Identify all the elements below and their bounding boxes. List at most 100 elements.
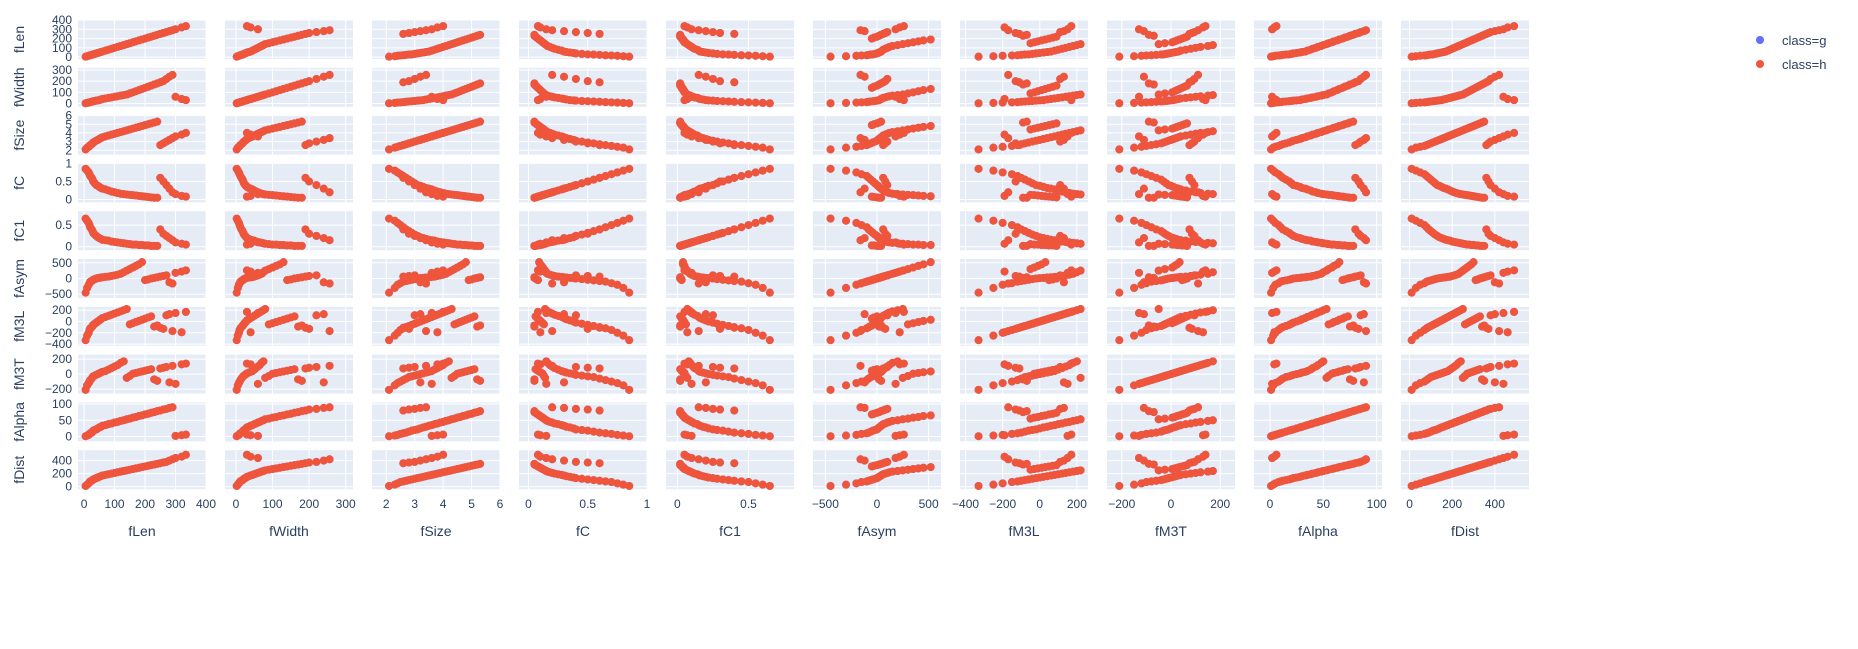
point-class-h [534, 241, 542, 249]
point-class-h [744, 279, 752, 287]
subplot-fLen-vs-fM3T [1107, 20, 1235, 61]
point-class-h [766, 53, 774, 61]
point-class-h [596, 78, 604, 86]
point-class-h [919, 123, 927, 131]
point-class-h [919, 192, 927, 200]
y-axis-title-fC1: fC1 [11, 220, 27, 242]
point-class-h [560, 278, 568, 286]
point-class-h [827, 99, 835, 107]
point-class-h [1067, 96, 1075, 104]
point-class-h [1183, 119, 1191, 127]
point-class-h [737, 172, 745, 180]
point-class-h [326, 280, 334, 288]
point-class-h [680, 193, 688, 201]
point-class-h [702, 27, 710, 35]
point-class-h [254, 93, 262, 101]
point-class-h [439, 266, 447, 274]
point-class-h [1145, 118, 1153, 126]
point-class-h [766, 99, 774, 107]
point-class-h [243, 96, 251, 104]
point-class-h [975, 145, 983, 153]
subplot-fSize-vs-fM3T [1107, 116, 1235, 155]
point-class-h [1067, 241, 1075, 249]
point-class-h [927, 241, 935, 249]
point-class-h [326, 236, 334, 244]
point-class-h [827, 289, 835, 297]
subplot-fC-vs-fC [519, 163, 647, 202]
point-class-h [153, 194, 161, 202]
subplot-fC1-vs-fAsym [813, 211, 941, 250]
point-class-h [1115, 53, 1123, 61]
subplot-fAsym-vs-fC [519, 258, 647, 298]
point-class-h [596, 174, 604, 182]
point-class-h [975, 53, 983, 61]
subplot-fC1-vs-fC [519, 211, 647, 250]
point-class-h [548, 71, 556, 79]
point-class-h [312, 232, 320, 240]
subplot-fWidth-vs-fLen [78, 68, 206, 107]
point-class-h [535, 258, 543, 266]
point-class-h [695, 26, 703, 34]
point-class-h [856, 188, 864, 196]
point-class-h [883, 28, 891, 36]
point-class-h [530, 31, 538, 39]
point-class-h [1023, 118, 1031, 126]
point-class-h [1194, 71, 1202, 79]
point-class-h [1077, 240, 1085, 248]
point-class-h [1130, 217, 1138, 225]
point-class-h [254, 190, 262, 198]
point-class-h [1349, 242, 1357, 250]
point-class-h [243, 193, 251, 201]
point-class-h [182, 22, 190, 30]
point-class-h [1349, 194, 1357, 202]
point-class-h [927, 36, 935, 44]
point-class-h [730, 141, 738, 149]
point-class-h [752, 143, 760, 151]
point-class-h [1077, 91, 1085, 99]
point-class-h [900, 129, 908, 137]
point-class-h [1023, 242, 1031, 250]
point-class-h [1012, 77, 1020, 85]
point-class-h [584, 29, 592, 37]
point-class-h [530, 79, 538, 87]
point-class-h [900, 241, 908, 249]
point-class-h [534, 96, 542, 104]
point-class-h [1067, 129, 1075, 137]
point-class-h [702, 278, 710, 286]
point-class-h [1077, 126, 1085, 134]
point-class-h [680, 241, 688, 249]
point-class-h [1510, 241, 1518, 249]
subplot-fC-vs-fAsym [813, 163, 941, 202]
point-class-h [737, 278, 745, 286]
point-class-h [695, 236, 703, 244]
y-tick-label: 300 [52, 63, 72, 77]
point-class-h [827, 53, 835, 61]
subplot-fC-vs-fSize [372, 163, 500, 202]
subplot-fC-vs-fM3L [960, 163, 1088, 202]
point-class-h [759, 217, 767, 225]
point-class-h [1209, 190, 1217, 198]
subplot-fC1-vs-fWidth [225, 211, 353, 250]
point-class-h [572, 28, 580, 36]
point-class-h [1349, 118, 1357, 126]
point-class-h [326, 134, 334, 142]
subplot-fLen-vs-fC [519, 20, 647, 61]
y-axis-title-fSize: fSize [11, 119, 27, 150]
subplot-fAsym-vs-fLen [78, 258, 206, 298]
point-class-h [695, 188, 703, 196]
point-class-h [1201, 22, 1209, 30]
subplot-fC1-vs-fAlpha [1254, 211, 1382, 250]
point-class-h [572, 271, 580, 279]
point-class-h [584, 139, 592, 147]
point-class-h [1060, 73, 1068, 81]
subplot-fSize-vs-fM3L [960, 116, 1088, 155]
y-tick-label: 6 [65, 109, 72, 123]
point-class-h [168, 280, 176, 288]
point-class-h [1510, 129, 1518, 137]
point-class-h [900, 96, 908, 104]
point-class-h [1067, 193, 1075, 201]
point-class-h [596, 225, 604, 233]
point-class-h [548, 280, 556, 288]
point-class-h [1480, 242, 1488, 250]
point-class-h [1209, 127, 1217, 135]
